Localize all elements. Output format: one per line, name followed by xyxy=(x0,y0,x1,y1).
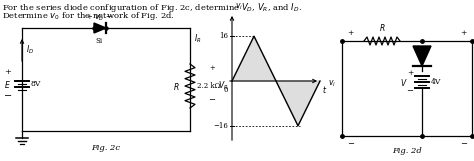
Polygon shape xyxy=(276,81,320,126)
Text: +: + xyxy=(461,29,467,37)
Text: $v_i$: $v_i$ xyxy=(235,1,243,12)
Text: $I_D$: $I_D$ xyxy=(26,44,34,56)
Text: For the series diode configuration of Fig. 2c, determine $V_D$, $V_R$, and $I_D$: For the series diode configuration of Fi… xyxy=(2,1,302,14)
Polygon shape xyxy=(94,23,106,33)
Text: Determine $v_0$ for the network of Fig. 2d.: Determine $v_0$ for the network of Fig. … xyxy=(2,10,174,22)
Text: +: + xyxy=(5,68,11,76)
Text: $R$: $R$ xyxy=(173,80,179,91)
Text: Si: Si xyxy=(95,37,102,45)
Text: 8V: 8V xyxy=(31,80,41,88)
Text: +: + xyxy=(407,69,413,77)
Text: 4V: 4V xyxy=(431,78,441,86)
Text: 0: 0 xyxy=(224,86,228,94)
Text: $t$: $t$ xyxy=(322,84,327,95)
Text: $E$: $E$ xyxy=(4,79,11,90)
Text: + $V_D$ −: + $V_D$ − xyxy=(86,13,112,23)
Text: −: − xyxy=(209,96,216,104)
Text: −: − xyxy=(4,91,12,100)
Text: $v_i$: $v_i$ xyxy=(328,79,336,89)
Text: $V_R$: $V_R$ xyxy=(218,80,228,92)
Text: Fig. 2d: Fig. 2d xyxy=(392,147,422,155)
Text: +: + xyxy=(209,64,215,72)
Polygon shape xyxy=(232,36,276,81)
Text: +: + xyxy=(347,29,354,37)
Text: $I_R$: $I_R$ xyxy=(194,32,201,44)
Text: 16: 16 xyxy=(219,32,228,40)
Text: −: − xyxy=(460,140,467,148)
Text: $V$: $V$ xyxy=(401,76,408,87)
Text: $R$: $R$ xyxy=(379,22,385,33)
Text: −: − xyxy=(407,87,413,95)
Polygon shape xyxy=(413,46,431,66)
Text: Fig. 2c: Fig. 2c xyxy=(91,144,120,152)
Text: −: − xyxy=(347,140,354,148)
Text: −16: −16 xyxy=(213,122,228,130)
Text: 2.2 kΩ: 2.2 kΩ xyxy=(197,82,220,90)
